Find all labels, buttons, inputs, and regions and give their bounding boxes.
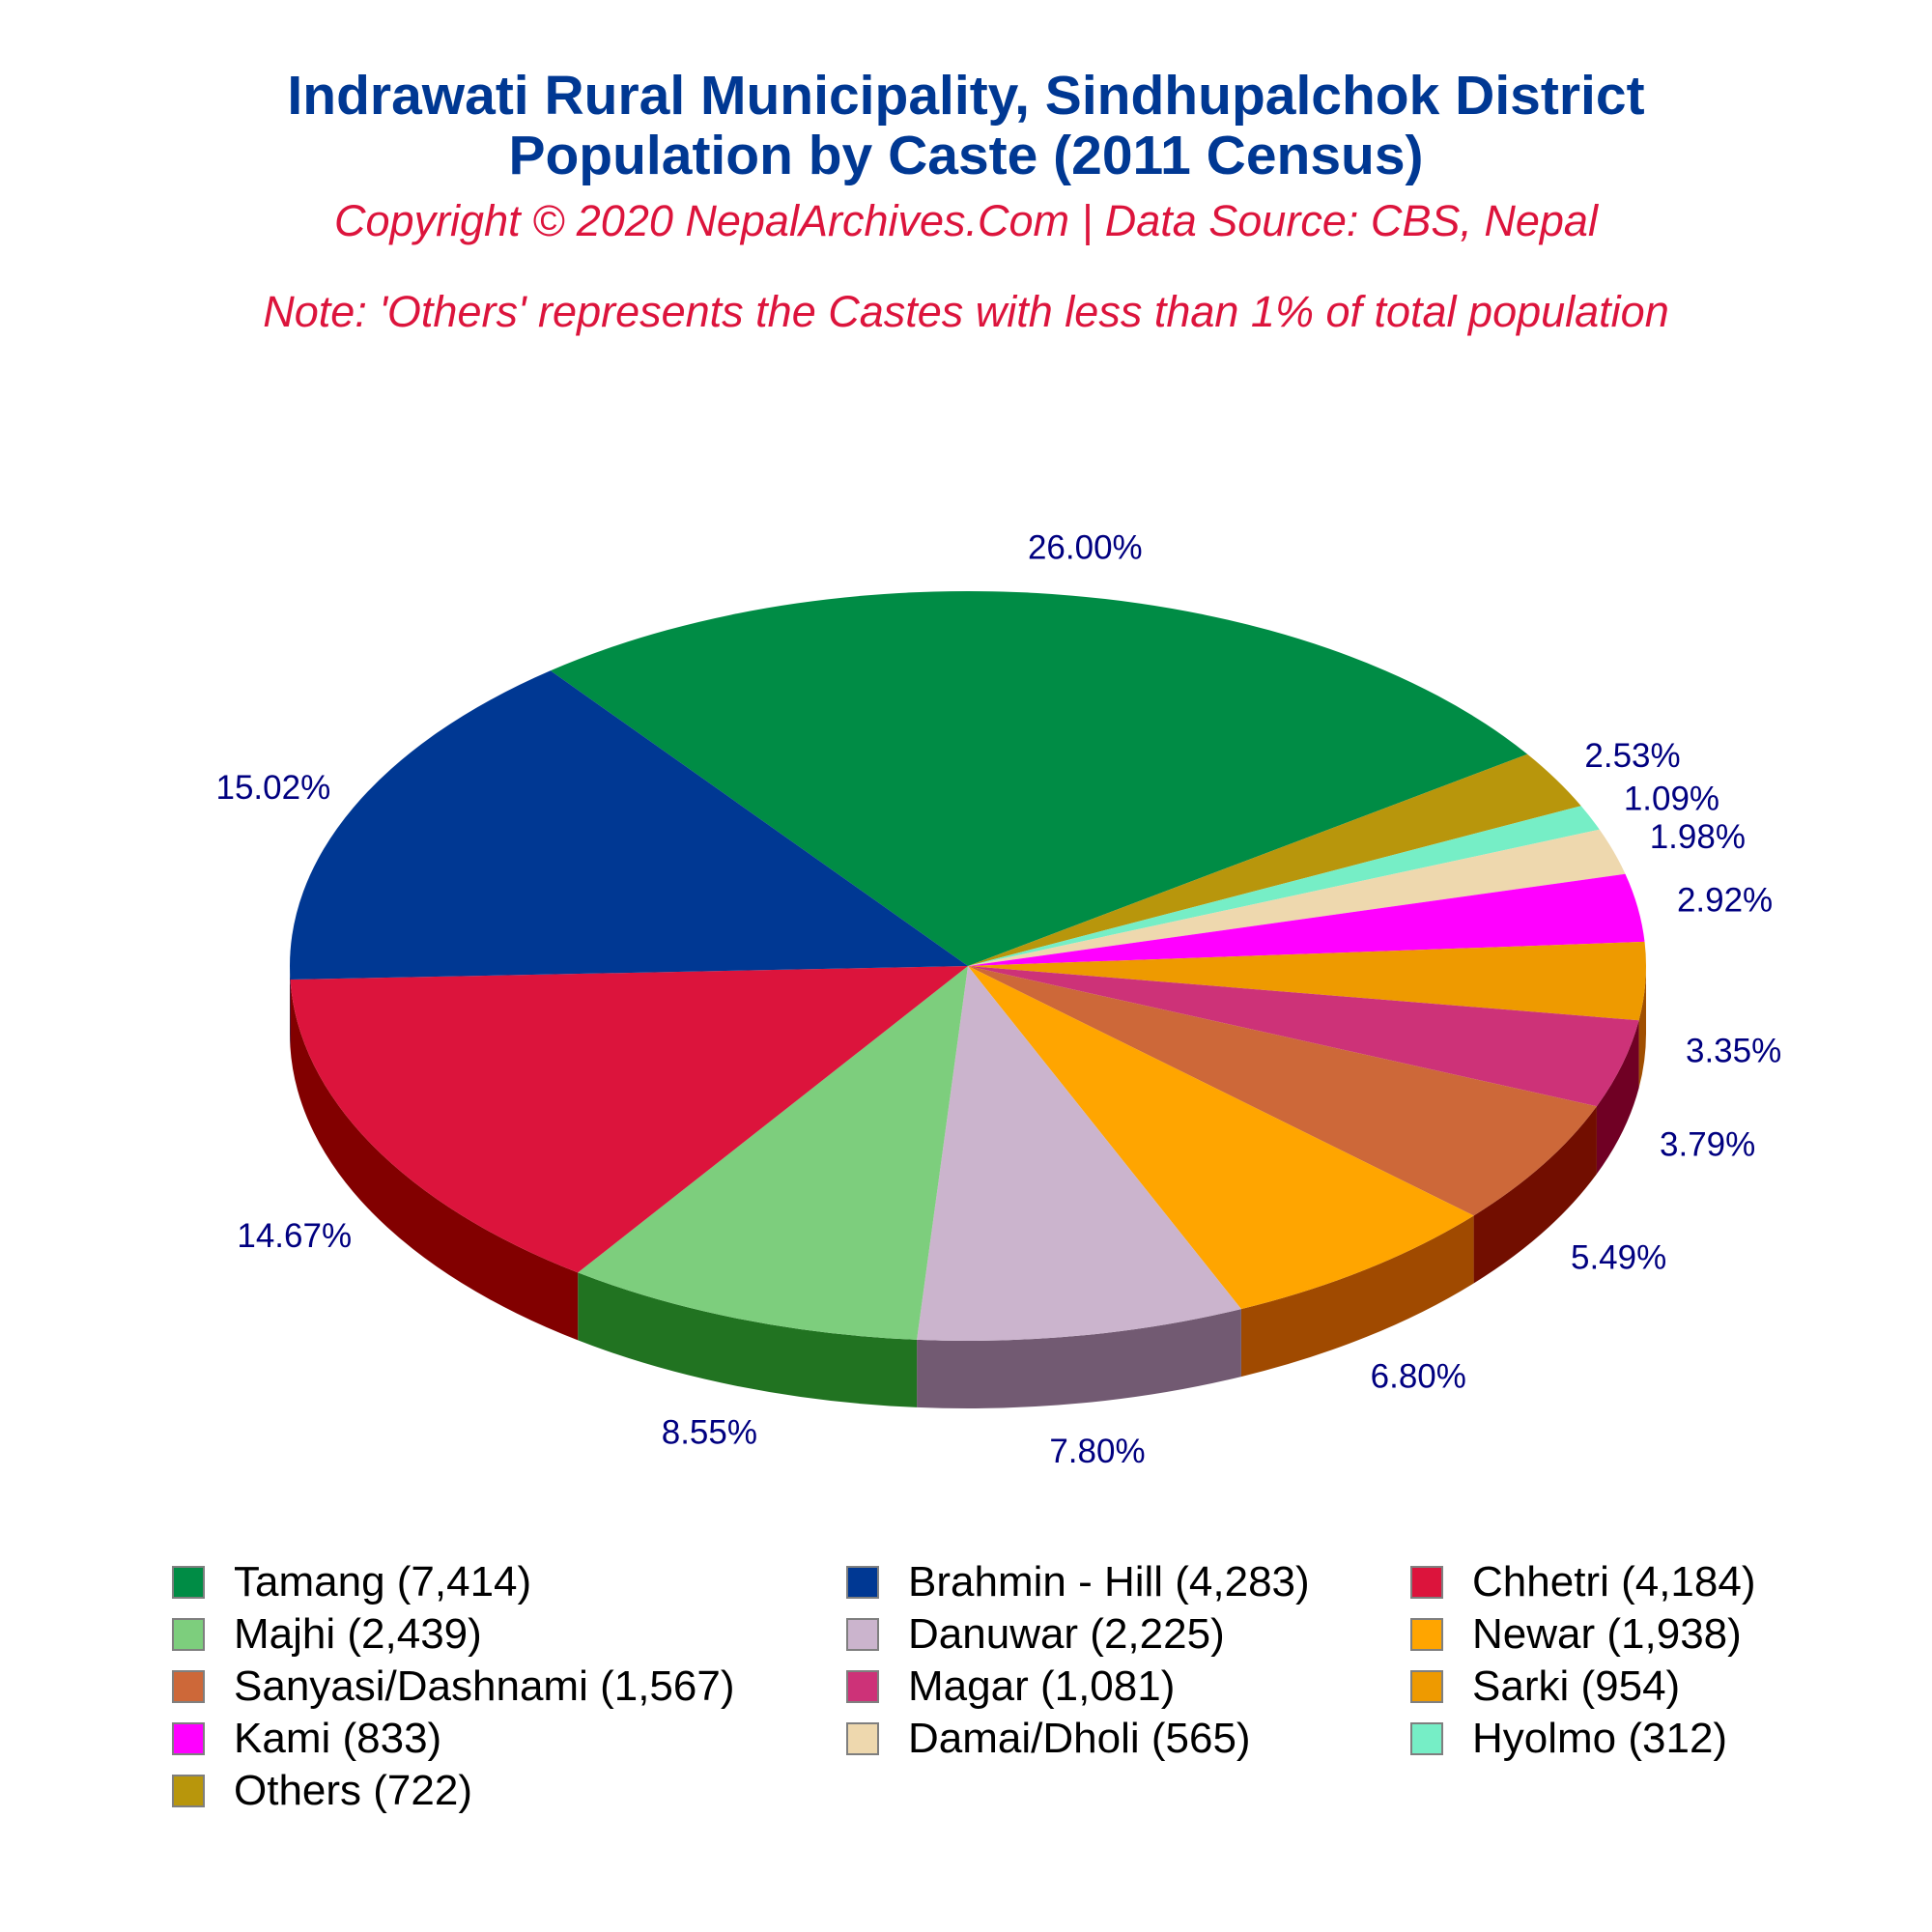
pie-side-faces (290, 966, 1646, 1408)
legend-swatch (1410, 1566, 1443, 1599)
pie-slice-sanyasi-dashnami (968, 966, 1597, 1216)
legend-item-chhetri: Chhetri (4,184) (1410, 1557, 1755, 1607)
pct-label: 5.49% (1571, 1239, 1666, 1277)
legend-item-majhi: Majhi (2,439) (172, 1609, 482, 1660)
legend-swatch (1410, 1618, 1443, 1651)
pct-label: 2.92% (1677, 882, 1773, 920)
legend-item-hyolmo: Hyolmo (312) (1410, 1714, 1727, 1764)
legend-item-kami: Kami (833) (172, 1714, 441, 1764)
legend-label: Others (722) (234, 1767, 472, 1814)
legend-swatch (172, 1566, 205, 1599)
pie-slice-newar (968, 966, 1474, 1310)
legend-label: Sanyasi/Dashnami (1,567) (234, 1662, 735, 1710)
legend-item-others: Others (722) (172, 1766, 472, 1816)
legend-swatch (172, 1670, 205, 1703)
legend-swatch (846, 1566, 879, 1599)
pie-top-faces (290, 591, 1647, 1341)
pie-slice-hyolmo (968, 806, 1600, 966)
pct-label: 1.09% (1624, 780, 1719, 817)
legend-swatch (172, 1775, 205, 1807)
pie-slice-chhetri (290, 966, 969, 1273)
pct-label: 2.53% (1584, 737, 1680, 775)
pie-slice-danuwar (917, 966, 1241, 1341)
pct-label: 8.55% (662, 1414, 757, 1452)
pct-label: 15.02% (216, 769, 331, 807)
legend-label: Danuwar (2,225) (908, 1610, 1225, 1658)
legend-item-brahmin-hill: Brahmin - Hill (4,283) (846, 1557, 1310, 1607)
pie-side-newar (1240, 1215, 1474, 1378)
legend-label: Tamang (7,414) (234, 1558, 532, 1605)
chart-title-line2: Population by Caste (2011 Census) (508, 125, 1424, 186)
legend-item-tamang: Tamang (7,414) (172, 1557, 531, 1607)
pct-label: 14.67% (237, 1217, 352, 1255)
pct-label: 3.79% (1660, 1126, 1755, 1164)
legend-label: Majhi (2,439) (234, 1610, 482, 1658)
legend-label: Newar (1,938) (1472, 1610, 1742, 1658)
pie-slice-magar (968, 966, 1639, 1107)
pie-side-chhetri (290, 980, 579, 1341)
note-text: Note: 'Others' represents the Castes wit… (263, 287, 1669, 336)
pct-label: 26.00% (1028, 529, 1143, 567)
legend-swatch (846, 1670, 879, 1703)
pie-side-majhi (578, 1272, 918, 1407)
pie-side-sanyasi-dashnami (1473, 1106, 1597, 1284)
pie-slice-majhi (578, 966, 968, 1340)
pct-label: 6.80% (1371, 1358, 1466, 1396)
legend-swatch (1410, 1722, 1443, 1755)
pie-slice-sarki (968, 941, 1647, 1021)
legend-label: Damai/Dholi (565) (908, 1715, 1251, 1762)
legend-label: Kami (833) (234, 1715, 442, 1762)
copyright-text: Copyright © 2020 NepalArchives.Com | Dat… (334, 196, 1598, 245)
legend-label: Hyolmo (312) (1472, 1715, 1728, 1762)
pie-slice-kami (968, 873, 1645, 966)
pct-label: 3.35% (1686, 1033, 1781, 1070)
pie-slice-brahmin-hill (290, 670, 968, 980)
legend-item-sarki: Sarki (954) (1410, 1662, 1680, 1712)
chart-title-line1: Indrawati Rural Municipality, Sindhupalc… (287, 65, 1645, 127)
legend-swatch (172, 1722, 205, 1755)
pct-label: 1.98% (1650, 818, 1746, 856)
pie-side-sarki (1638, 966, 1646, 1089)
pie-slice-tamang (550, 591, 1528, 966)
pie-slice-damai-dholi (968, 829, 1626, 966)
pct-label: 7.80% (1049, 1433, 1145, 1470)
legend-label: Magar (1,081) (908, 1662, 1176, 1710)
legend-label: Brahmin - Hill (4,283) (908, 1558, 1310, 1605)
legend-item-danuwar: Danuwar (2,225) (846, 1609, 1225, 1660)
pie-percent-labels: 26.00% 2.53% 1.09%1.98% 2.92% 3.35% 3.79% 5.49… (216, 529, 1782, 1470)
legend-swatch (846, 1722, 879, 1755)
legend-swatch (172, 1618, 205, 1651)
legend-label: Chhetri (4,184) (1472, 1558, 1756, 1605)
legend-item-magar: Magar (1,081) (846, 1662, 1175, 1712)
pie-side-magar (1596, 1020, 1639, 1175)
legend-item-sanyasi-dashnami: Sanyasi/Dashnami (1,567) (172, 1662, 734, 1712)
pie-slice-others (968, 753, 1581, 966)
legend-label: Sarki (954) (1472, 1662, 1681, 1710)
legend-swatch (846, 1618, 879, 1651)
pie-chart: 26.00% 2.53% 1.09%1.98% 2.92% 3.35% 3.79% 5.49… (216, 529, 1782, 1470)
legend-item-damai-dholi: Damai/Dholi (565) (846, 1714, 1251, 1764)
legend-swatch (1410, 1670, 1443, 1703)
legend-item-newar: Newar (1,938) (1410, 1609, 1742, 1660)
pie-side-danuwar (917, 1309, 1241, 1408)
